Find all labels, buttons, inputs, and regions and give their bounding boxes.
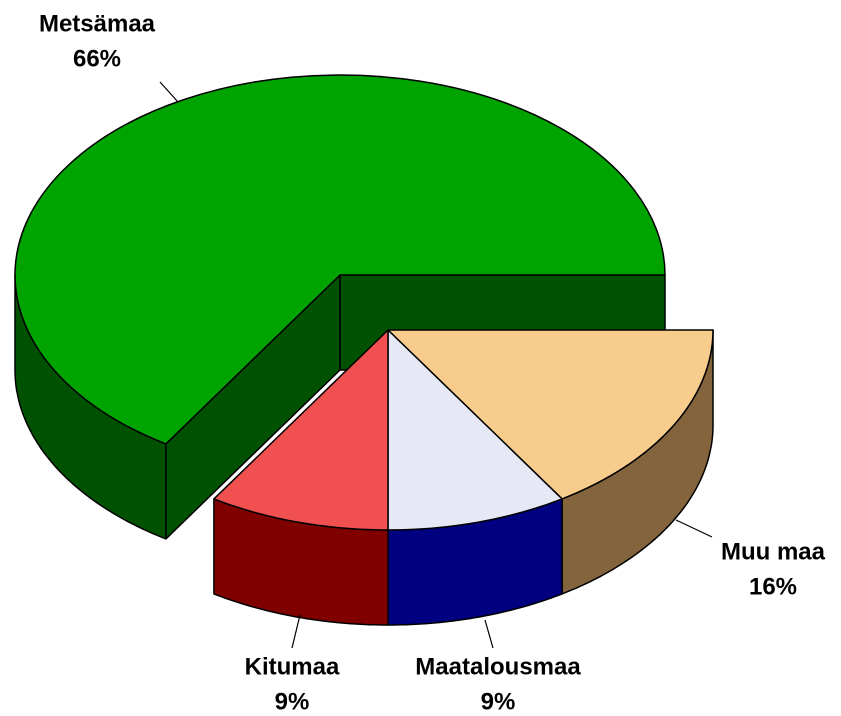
slice-label: Maatalousmaa [415,653,581,680]
slice-value-label: 16% [749,573,797,600]
leader-line [291,614,301,649]
slice-value-label: 9% [481,688,516,715]
slice-value-label: 66% [73,45,121,72]
slice [387,329,563,531]
slice [213,329,389,531]
slice-value-label: 9% [275,688,310,715]
leader-line [484,619,494,649]
leader-line [159,81,179,103]
slice [14,74,666,445]
slice-label: Metsämaa [39,10,156,37]
slice [387,329,714,500]
slice-label: Kitumaa [245,653,340,680]
leader-line [675,519,713,538]
slice-label: Muu maa [721,538,826,565]
